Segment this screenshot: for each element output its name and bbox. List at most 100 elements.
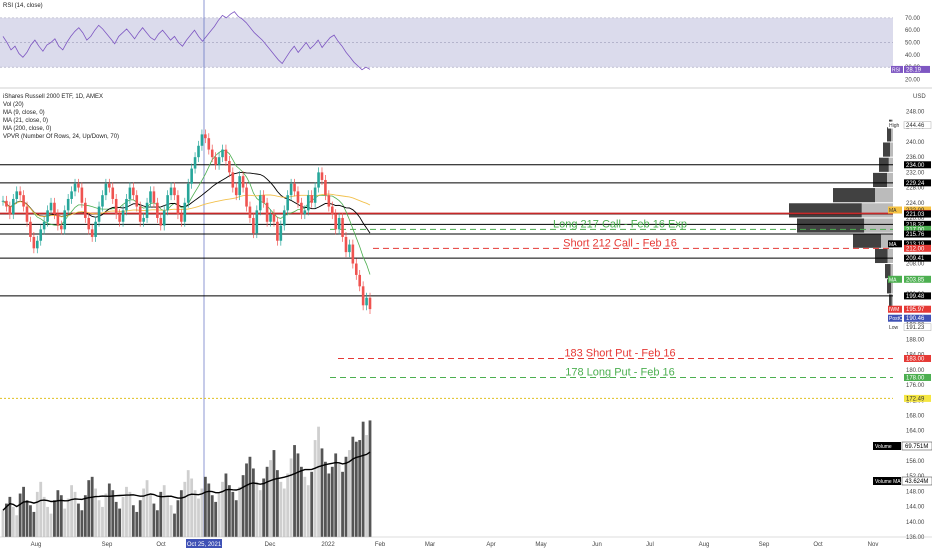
candle-body bbox=[142, 217, 145, 222]
candle-body bbox=[29, 221, 32, 237]
price-tag bbox=[904, 220, 931, 228]
x-axis-label: Jul bbox=[646, 542, 654, 548]
candle-body bbox=[35, 240, 39, 249]
candle-body bbox=[351, 244, 355, 264]
candle-body bbox=[56, 214, 60, 226]
rsi-axis-tick: 50.00 bbox=[905, 41, 921, 47]
price-tag bbox=[904, 225, 931, 233]
candle-body bbox=[245, 187, 248, 207]
candle-body bbox=[296, 191, 300, 203]
price-tag bbox=[904, 254, 931, 262]
volume-bar bbox=[361, 421, 365, 537]
x-axis-label: Nov bbox=[868, 542, 879, 548]
candle-body bbox=[132, 187, 135, 196]
candle-body bbox=[320, 172, 324, 180]
option-line-label: Long 217 Call - Feb 16 Exp bbox=[553, 218, 687, 230]
volume-bar bbox=[217, 493, 221, 537]
price-tag-value: 195.97 bbox=[906, 307, 925, 313]
legend-vpvr[interactable]: VPVR (Number Of Rows, 24, Up/Down, 70) bbox=[3, 134, 120, 140]
price-axis-tick: 140.00 bbox=[906, 520, 925, 526]
volume-bar bbox=[173, 513, 176, 537]
volume-bar bbox=[80, 510, 84, 537]
volume-bar bbox=[15, 515, 19, 537]
rsi-label: RSI (14, close) bbox=[3, 3, 43, 9]
price-tag-prefix-text: MA bbox=[889, 208, 897, 214]
price-tag-prefix-text: High bbox=[889, 123, 900, 129]
volume-bar bbox=[296, 453, 300, 537]
volume-bar bbox=[341, 471, 344, 537]
candle-body bbox=[238, 176, 241, 196]
candle-body bbox=[334, 214, 338, 230]
price-axis-tick: 136.00 bbox=[906, 535, 925, 541]
candle-body bbox=[214, 157, 217, 165]
candle-body bbox=[221, 149, 224, 158]
candle-body bbox=[186, 183, 190, 203]
volume-bar bbox=[186, 470, 190, 537]
volume-bar bbox=[197, 498, 200, 537]
candle-body bbox=[368, 297, 372, 310]
volume-bar bbox=[272, 450, 276, 537]
volume-bar bbox=[327, 473, 331, 537]
price-axis-tick: 180.00 bbox=[906, 368, 925, 374]
volume-bar bbox=[354, 441, 358, 537]
price-tag bbox=[904, 314, 931, 322]
volume-bar bbox=[49, 513, 53, 537]
option-line-label: Short 212 Call - Feb 16 bbox=[563, 237, 677, 249]
volume-bar bbox=[203, 476, 207, 537]
volume-bar bbox=[8, 496, 12, 537]
price-tag-prefix bbox=[888, 206, 902, 214]
vpvr-bar-down bbox=[891, 279, 893, 294]
volume-bar bbox=[56, 490, 60, 537]
price-axis-tick: 176.00 bbox=[906, 383, 925, 389]
volume-bar bbox=[70, 485, 73, 537]
rsi-axis-tick: 20.00 bbox=[905, 78, 921, 84]
volume-bar bbox=[358, 440, 362, 537]
legend-ma-21[interactable]: MA (21, close, 0) bbox=[3, 118, 49, 124]
volume-bar bbox=[275, 470, 279, 537]
volume-bar bbox=[193, 490, 197, 537]
price-tag-value: 217.00 bbox=[906, 227, 925, 233]
volume-tag-value: 43.624M bbox=[905, 479, 928, 485]
candle-body bbox=[77, 183, 80, 188]
candle-body bbox=[234, 187, 238, 196]
volume-bar bbox=[32, 511, 36, 537]
volume-bar bbox=[107, 483, 111, 537]
candle-body bbox=[73, 183, 77, 192]
candle-body bbox=[279, 225, 283, 241]
volume-bar bbox=[25, 500, 29, 537]
candle-body bbox=[361, 286, 365, 306]
volume-bar bbox=[251, 468, 255, 537]
legend-ma-9[interactable]: MA (9, close, 0) bbox=[3, 110, 45, 116]
candle-body bbox=[354, 263, 358, 275]
price-axis-tick: 188.00 bbox=[906, 337, 925, 343]
candle-body bbox=[180, 214, 183, 222]
volume-bar bbox=[245, 463, 248, 537]
x-axis-label: Aug bbox=[699, 542, 710, 548]
legend-vol[interactable]: Vol (20) bbox=[3, 102, 24, 108]
vpvr-bar-down bbox=[891, 127, 893, 142]
volume-bar bbox=[313, 440, 317, 537]
vpvr-bar-up bbox=[887, 279, 892, 294]
price-axis-tick: 240.00 bbox=[906, 140, 925, 146]
volume-bar bbox=[365, 435, 368, 537]
volume-bar bbox=[94, 488, 98, 537]
symbol-title[interactable]: iShares Russell 2000 ETF, 1D, AMEX bbox=[3, 94, 104, 100]
price-axis-tick: 224.00 bbox=[906, 201, 925, 207]
candle-body bbox=[344, 236, 348, 253]
rsi-axis-tick: 40.00 bbox=[905, 53, 921, 59]
price-tag bbox=[904, 275, 931, 283]
candle-body bbox=[228, 160, 231, 173]
candle-body bbox=[42, 221, 46, 230]
volume-bar bbox=[169, 505, 173, 537]
candle-body bbox=[97, 206, 101, 222]
candle-body bbox=[276, 221, 279, 241]
candle-body bbox=[313, 187, 317, 203]
candle-body bbox=[204, 134, 207, 139]
legend-ma-200[interactable]: MA (200, close, 0) bbox=[3, 126, 52, 132]
candle-body bbox=[118, 214, 121, 222]
candle-body bbox=[5, 200, 8, 207]
price-tag-prefix bbox=[888, 323, 902, 331]
candle-body bbox=[286, 195, 289, 211]
price-tag bbox=[904, 161, 931, 169]
